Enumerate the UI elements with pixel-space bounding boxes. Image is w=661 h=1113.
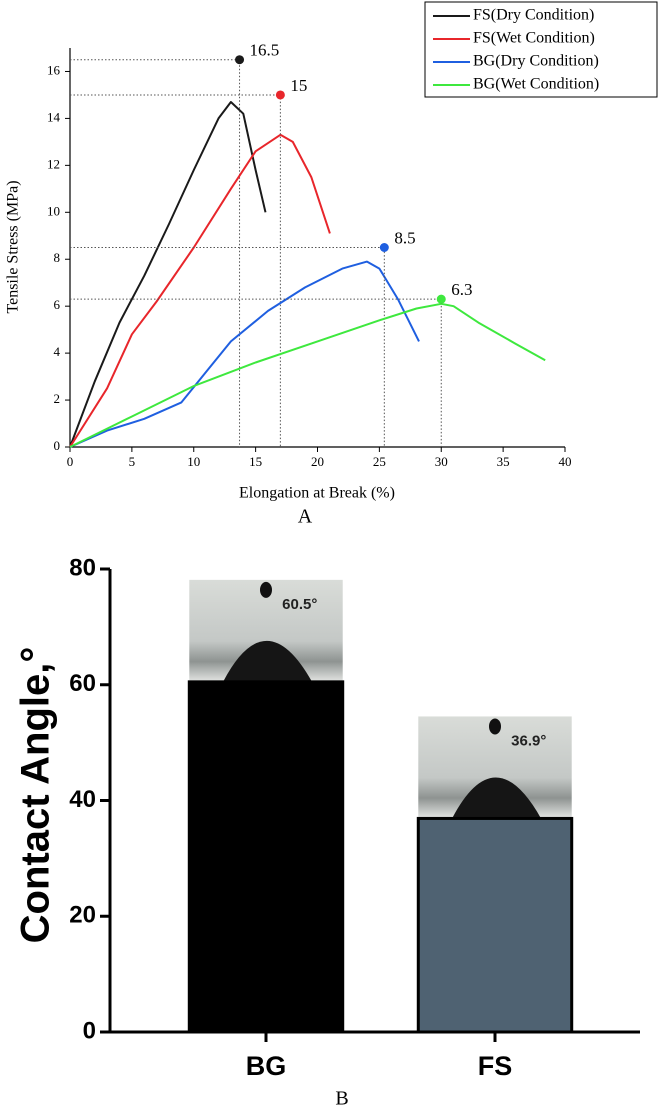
peak-marker	[235, 55, 245, 65]
y-tick-label: 4	[54, 344, 61, 359]
x-tick-label: 35	[497, 454, 510, 469]
x-tick-label: 5	[129, 454, 136, 469]
y-axis-title: Tensile Stress (MPa)	[5, 180, 22, 313]
peak-label: 6.3	[451, 280, 472, 299]
photo-angle-label: 36.9°	[511, 732, 546, 749]
peak-marker	[436, 294, 446, 304]
peak-label: 15	[290, 76, 307, 95]
x-axis-title: Elongation at Break (%)	[239, 485, 395, 502]
legend-label: FS(Wet Condition)	[473, 30, 595, 47]
x-tick-label: 0	[67, 454, 74, 469]
x-tick-label: BG	[246, 1051, 287, 1081]
series-line	[69, 101, 267, 448]
series-line	[69, 302, 546, 448]
line-chart: 0 5 10 15 20 25 30 35 40 0 2 4 6 8 10 12 14 16 Elongation …	[5, 1, 658, 528]
needle-drop	[489, 718, 501, 735]
bar-chart: 60.5° BG 36.9° FS 0 20 40 60 80 Contact Angle,° B	[14, 554, 640, 1110]
peak-marker	[379, 243, 389, 252]
x-tick-label: 30	[435, 454, 448, 469]
bar	[187, 680, 345, 1034]
panel-caption: B	[335, 1088, 348, 1110]
y-tick-label: 60	[69, 670, 96, 697]
y-tick-label: 10	[47, 203, 60, 218]
y-tick-label: 2	[54, 391, 61, 406]
bar	[416, 816, 574, 1034]
x-tick-label: FS	[478, 1051, 513, 1081]
y-tick-label: 20	[69, 902, 96, 929]
y-tick-label: 80	[69, 554, 96, 581]
x-tick-label: 15	[249, 454, 262, 469]
x-tick-label: 10	[187, 454, 200, 469]
droplet	[223, 640, 313, 682]
series-line	[69, 133, 331, 448]
droplet	[452, 777, 542, 819]
x-tick-label: 25	[373, 454, 386, 469]
panel-caption: A	[298, 506, 313, 528]
legend-label: FS(Dry Condition)	[473, 7, 594, 24]
y-tick-label: 0	[83, 1017, 96, 1044]
x-tick-label: 20	[311, 454, 324, 469]
peak-label: 8.5	[394, 228, 415, 247]
legend-label: BG(Wet Condition)	[473, 76, 599, 93]
peak-guide	[70, 59, 241, 447]
needle-drop	[260, 581, 272, 598]
series-line	[69, 260, 420, 448]
y-tick-label: 0	[54, 438, 61, 453]
y-tick-label: 6	[54, 297, 61, 312]
peak-marker	[275, 90, 285, 100]
legend-box	[424, 1, 658, 98]
y-tick-label: 16	[47, 62, 61, 77]
y-tick-label: 14	[47, 109, 61, 124]
y-tick-label: 12	[47, 156, 60, 171]
y-tick-label: 40	[69, 786, 96, 813]
peak-label: 16.5	[250, 41, 280, 60]
y-tick-label: 8	[54, 250, 61, 265]
legend-label: BG(Dry Condition)	[473, 53, 599, 70]
y-axis-title: Contact Angle,°	[14, 647, 58, 944]
photo-angle-label: 60.5°	[282, 596, 317, 613]
x-tick-label: 40	[559, 454, 572, 469]
